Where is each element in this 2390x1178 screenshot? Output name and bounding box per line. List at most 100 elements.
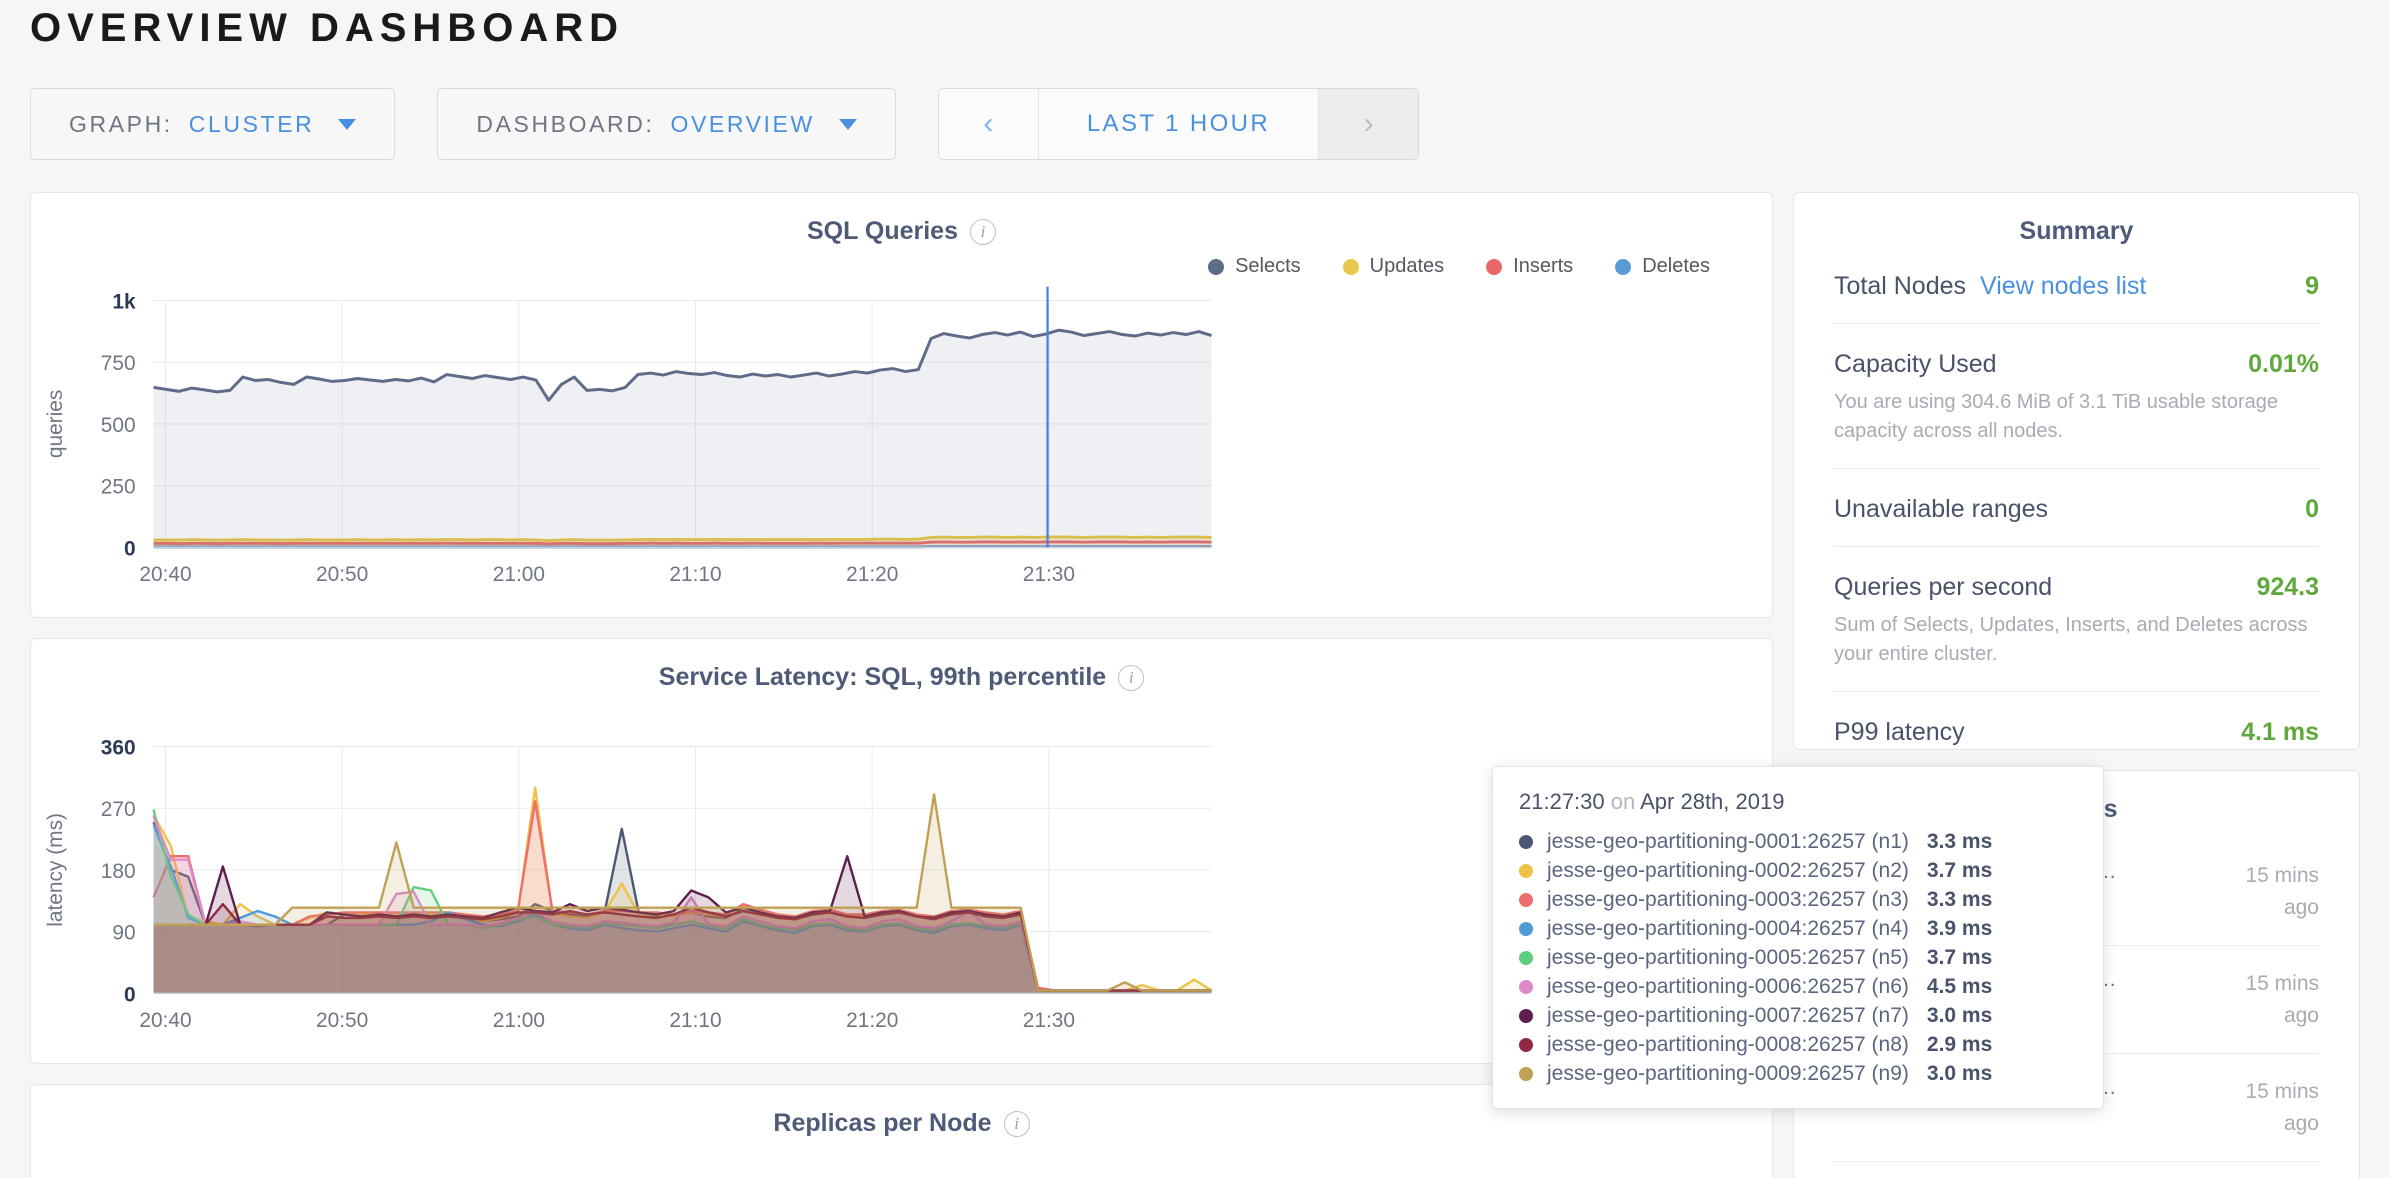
y-tick-label: 500 — [101, 414, 136, 437]
y-tick-label: 0 — [124, 983, 136, 1006]
time-range-value[interactable]: LAST 1 HOUR — [1086, 110, 1271, 137]
legend-label: Updates — [1369, 255, 1445, 277]
tooltip-series-dot-icon — [1519, 950, 1533, 965]
dashboard-dropdown-label: DASHBOARD: — [476, 110, 655, 137]
event-timestamp: 15 mins ago — [2245, 972, 2319, 1027]
tooltip-node-value: 3.3 ms — [1926, 829, 1993, 853]
x-tick-label: 21:30 — [1023, 1009, 1075, 1032]
time-range-prev-button[interactable]: ‹ — [939, 89, 1039, 159]
tooltip-series-dot-icon — [1519, 1008, 1533, 1023]
tooltip-row: jesse-geo-partitioning-0005:26257 (n5) 3.… — [1519, 943, 2077, 972]
view-nodes-list-link[interactable]: View nodes list — [1980, 272, 2147, 300]
series-area-n7 — [153, 856, 1212, 994]
summary-row-label: Total Nodes — [1834, 272, 1967, 300]
tooltip-row: jesse-geo-partitioning-0008:26257 (n8) 2.… — [1519, 1030, 2077, 1059]
info-icon[interactable]: i — [1003, 1111, 1030, 1138]
summary-row: Queries per second 924.3 Sum of Selects, U… — [1834, 547, 2319, 692]
sql-queries-card: SQL Queries i Selects Updates Inserts Delete… — [30, 192, 1773, 618]
dashboard-dropdown[interactable]: DASHBOARD: OVERVIEW — [437, 88, 896, 160]
summary-card: Summary Total Nodes View nodes list 9 Capac… — [1793, 192, 2360, 750]
y-tick-label: 180 — [101, 860, 136, 883]
summary-row-value: 924.3 — [2256, 573, 2319, 601]
tooltip-timestamp: 21:27:30 on Apr 28th, 2019 — [1519, 789, 2077, 815]
legend-item-selects[interactable]: Selects — [1208, 255, 1301, 278]
summary-row-label: Unavailable ranges — [1834, 495, 2049, 523]
x-tick-label: 21:30 — [1023, 563, 1075, 586]
series-line-Updates — [153, 535, 1212, 543]
x-tick-label: 20:50 — [316, 563, 368, 586]
info-icon[interactable]: i — [970, 219, 996, 246]
x-tick-label: 20:50 — [316, 1009, 368, 1032]
y-tick-label: 90 — [112, 922, 135, 945]
tooltip-node-value: 3.0 ms — [1926, 1003, 1993, 1027]
summary-row-line: Unavailable ranges 0 — [1834, 495, 2319, 524]
time-range-next-button[interactable]: › — [1318, 89, 1419, 159]
tooltip-node-value: 3.7 ms — [1926, 858, 1993, 882]
tooltip-node-value: 2.9 ms — [1926, 1032, 1993, 1056]
legend-item-updates[interactable]: Updates — [1342, 255, 1445, 278]
y-tick-label: 270 — [101, 798, 136, 821]
info-icon[interactable]: i — [1118, 665, 1145, 692]
summary-row: Total Nodes View nodes list 9 — [1834, 246, 2319, 324]
tooltip-node-value: 3.3 ms — [1926, 887, 1993, 911]
legend-dot-icon — [1208, 258, 1225, 275]
x-tick-label: 20:40 — [139, 1009, 191, 1032]
x-tick-label: 21:10 — [669, 1009, 721, 1032]
tooltip-series-dot-icon — [1519, 863, 1533, 878]
tooltip-node-name: jesse-geo-partitioning-0009:26257 (n9) — [1547, 1061, 1909, 1085]
legend-item-inserts[interactable]: Inserts — [1486, 255, 1573, 278]
tooltip-node-name: jesse-geo-partitioning-0002:26257 (n2) — [1547, 858, 1909, 882]
tooltip-node-name: jesse-geo-partitioning-0005:26257 (n5) — [1547, 945, 1909, 969]
tooltip-rows: jesse-geo-partitioning-0001:26257 (n1) 3.… — [1519, 827, 2077, 1088]
summary-row-description: Sum of Selects, Updates, Inserts, and De… — [1834, 614, 2308, 665]
tooltip-on: on — [1604, 789, 1641, 814]
event-timestamp: 15 mins ago — [2245, 1080, 2319, 1135]
tooltip-series-dot-icon — [1519, 1066, 1533, 1081]
tooltip-time: 21:27:30 — [1519, 789, 1605, 814]
series-area-n9 — [153, 794, 1212, 994]
summary-row-line: Queries per second 924.3 — [1834, 573, 2319, 602]
time-range-selector: ‹ LAST 1 HOUR › — [937, 88, 1420, 160]
y-tick-label: 1k — [112, 290, 136, 313]
legend-item-deletes[interactable]: Deletes — [1615, 255, 1710, 278]
service-latency-title: Service Latency: SQL, 99th percentile i — [31, 639, 1772, 692]
summary-row-label: P99 latency — [1834, 718, 1965, 746]
y-tick-label: 360 — [101, 736, 136, 759]
tooltip-node-value: 3.0 ms — [1926, 1061, 1993, 1085]
x-tick-label: 20:40 — [139, 563, 191, 586]
series-area-n3 — [153, 801, 1212, 994]
tooltip-node-value: 3.7 ms — [1926, 945, 1993, 969]
tooltip-series-dot-icon — [1519, 979, 1533, 994]
series-area-n8 — [153, 904, 1212, 994]
summary-row-value: 9 — [2305, 272, 2319, 300]
series-line-n9 — [153, 793, 1212, 992]
event-row[interactable]: Zone Config Changed: User…15 mins ago — [1834, 1162, 2319, 1178]
x-tick-label: 21:00 — [493, 1009, 545, 1032]
y-tick-label: 0 — [124, 537, 136, 560]
y-axis-title: latency (ms) — [44, 813, 67, 927]
summary-row-value: 0.01% — [2248, 350, 2319, 378]
event-row[interactable]: Zone Config Changed: User…15 mins ago — [1834, 1054, 2319, 1162]
sql-queries-legend: Selects Updates Inserts Deletes — [1208, 255, 1710, 278]
summary-row: P99 latency 4.1 ms — [1834, 692, 2319, 769]
tooltip-row: jesse-geo-partitioning-0001:26257 (n1) 3.… — [1519, 827, 2077, 856]
summary-row-label: Queries per second — [1834, 573, 2053, 601]
summary-row-line: Capacity Used 0.01% — [1834, 350, 2319, 379]
service-latency-chart[interactable]: 0 90 180 270 360 latency (ms) 20:40 20:50 21:00 2… — [31, 639, 1772, 1063]
series-area-n1 — [153, 821, 1212, 994]
x-tick-label: 21:20 — [846, 563, 898, 586]
graph-dropdown[interactable]: GRAPH: CLUSTER — [30, 88, 396, 160]
tooltip-row: jesse-geo-partitioning-0003:26257 (n3) 3.… — [1519, 885, 2077, 914]
sql-queries-title: SQL Queries i — [31, 193, 1772, 246]
x-tick-label: 21:00 — [493, 563, 545, 586]
tooltip-series-dot-icon — [1519, 921, 1533, 936]
service-latency-card: Service Latency: SQL, 99th percentile i 0… — [30, 638, 1773, 1064]
summary-row-label: Capacity Used — [1834, 350, 1997, 378]
sql-queries-chart[interactable]: 0 250 500 750 1k queries 20:40 20:50 21:00 21:10 2… — [31, 193, 1772, 617]
y-axis-title: queries — [44, 390, 67, 459]
series-area-Updates — [153, 536, 1212, 548]
summary-title: Summary — [2019, 217, 2134, 245]
legend-dot-icon — [1342, 258, 1359, 275]
series-area-Selects — [153, 330, 1212, 548]
tooltip-node-name: jesse-geo-partitioning-0003:26257 (n3) — [1547, 887, 1909, 911]
